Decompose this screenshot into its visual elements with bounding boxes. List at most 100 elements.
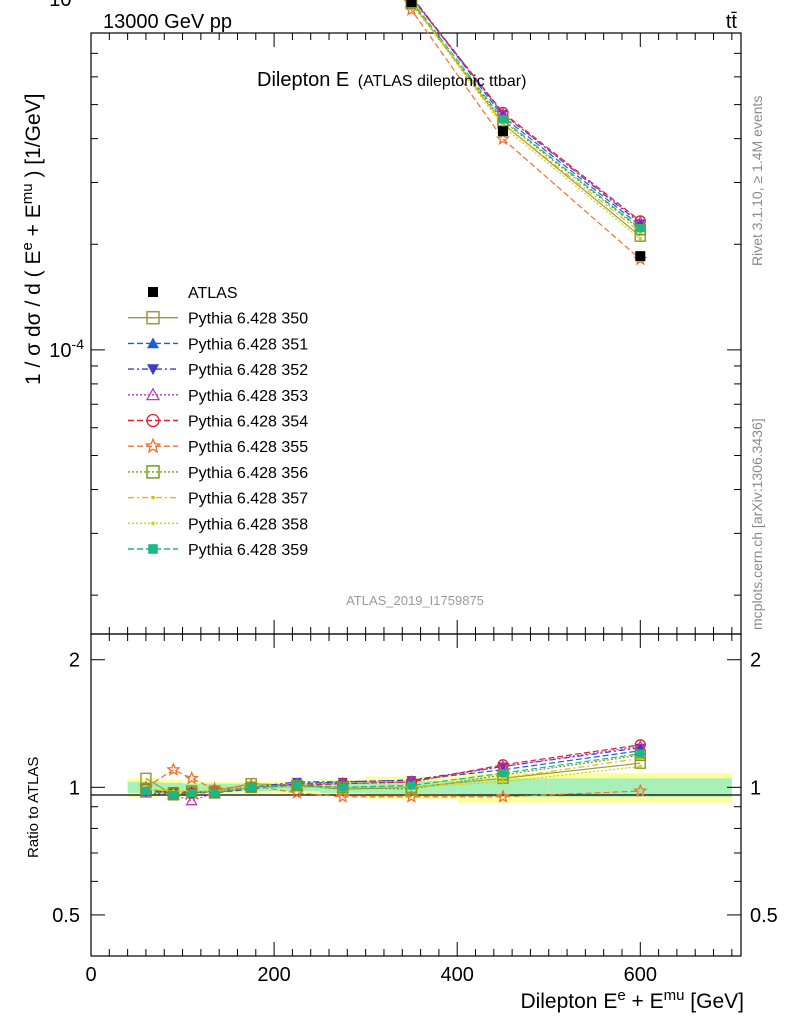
data-point (636, 224, 645, 233)
stat-uncertainty-band (457, 778, 549, 797)
data-point (498, 115, 507, 124)
legend-label: Pythia 6.428 353 (188, 388, 308, 405)
stat-uncertainty-band (548, 778, 732, 797)
series-line (413, 0, 641, 227)
ratio-plot-area (138, 739, 648, 806)
data-point (146, 465, 160, 479)
ratio-tick-label-right: 2 (750, 650, 761, 672)
x-tick-label: 400 (441, 964, 474, 986)
data-point (495, 789, 511, 803)
legend-label: ATLAS (188, 285, 238, 302)
data-point (147, 337, 159, 349)
data-point (406, 776, 417, 786)
ratio-tick-label-right: 1 (750, 777, 761, 799)
legend-entry: Pythia 6.428 356 (128, 465, 308, 482)
data-point (144, 437, 162, 454)
data-point (146, 310, 160, 325)
data-point (184, 770, 199, 785)
data-point (151, 495, 155, 500)
data-point (145, 387, 161, 401)
main-plot-area (403, 0, 648, 266)
chart-title: Dilepton E (257, 69, 349, 91)
data-point (495, 131, 511, 146)
ratio-series-line (145, 745, 641, 802)
legend-entry: Pythia 6.428 351 (128, 336, 308, 353)
data-point (501, 776, 505, 781)
legend-entry: Pythia 6.428 355 (128, 437, 308, 456)
series-line (409, 0, 641, 237)
legend-label: Pythia 6.428 359 (188, 542, 308, 559)
data-point (185, 794, 198, 806)
data-point (148, 544, 158, 554)
legend-label: Pythia 6.428 356 (188, 465, 308, 482)
data-point (247, 783, 256, 792)
data-point (407, 781, 416, 790)
legend-entry: ATLAS (148, 285, 238, 302)
legend-label: Pythia 6.428 357 (188, 491, 308, 508)
data-point (335, 789, 350, 803)
ratio-series-line (145, 747, 641, 794)
legend: ATLAS Pythia 6.428 350 Pythia 6.428 351 Pyt… (128, 285, 308, 559)
data-point (210, 788, 219, 797)
atlas-data-point (406, 0, 417, 8)
x-tick-label: 200 (257, 964, 290, 986)
data-point (147, 364, 159, 376)
legend-entry: Pythia 6.428 350 (128, 311, 308, 328)
data-point (166, 762, 181, 776)
legend-entry: Pythia 6.428 354 (128, 414, 308, 431)
data-point (146, 413, 160, 428)
legend-entry: Pythia 6.428 358 (128, 516, 308, 533)
y-axis-label: 1 / σ dσ / d ( Ee + Emu ) [1/GeV] (19, 94, 46, 386)
atlas-data-point (497, 126, 508, 137)
x-axis-label: Dilepton Ee + Emu [GeV] (520, 987, 744, 1014)
series-line (410, 0, 641, 229)
ratio-tick-label-left: 2 (69, 650, 80, 672)
legend-entry: Pythia 6.428 359 (128, 542, 308, 559)
y-tick-label: 10-3 (49, 0, 84, 11)
data-point (338, 783, 347, 792)
y-tick-label: 10-4 (49, 336, 84, 362)
legend-label: Pythia 6.428 358 (188, 516, 308, 533)
data-point (169, 790, 178, 799)
rivet-version-label: Rivet 3.1.10, ≥ 1.4M events (749, 96, 765, 266)
legend-marker (148, 287, 158, 297)
legend-label: Pythia 6.428 350 (188, 311, 308, 328)
header-left: 13000 GeV pp (103, 11, 232, 33)
ratio-y-axis-label: Ratio to ATLAS (25, 757, 42, 858)
series-line (409, 0, 641, 240)
data-point (292, 781, 301, 790)
ratio-series-line (145, 753, 641, 796)
atlas-data-point (635, 251, 646, 262)
legend-entry: Pythia 6.428 353 (128, 387, 308, 405)
ratio-tick-label-left: 0.5 (52, 905, 80, 927)
legend-label: Pythia 6.428 355 (188, 439, 308, 456)
ratio-series-line (145, 769, 641, 798)
mcplots-label: mcplots.cern.ch [arXiv:1306.3436] (749, 418, 765, 630)
data-point (633, 783, 648, 798)
data-point (151, 521, 155, 526)
chart-title-line: Dilepton E (ATLAS dileptonic ttbar) (257, 69, 526, 91)
data-point (638, 764, 643, 769)
axis-ticks (90, 32, 741, 957)
header-right: tt̄ (726, 11, 738, 33)
legend-label: Pythia 6.428 351 (188, 336, 308, 353)
analysis-watermark: ATLAS_2019_I1759875 (346, 593, 484, 608)
data-point (501, 780, 505, 784)
legend-label: Pythia 6.428 354 (188, 414, 308, 431)
data-point (636, 749, 645, 758)
x-tick-label: 600 (624, 964, 657, 986)
ratio-series-line (145, 765, 641, 792)
data-point (187, 788, 196, 797)
data-point (638, 237, 643, 241)
chart-subtitle: (ATLAS dileptonic ttbar) (358, 73, 527, 90)
ratio-tick-label-right: 0.5 (750, 905, 778, 927)
series-line (409, 0, 641, 233)
data-point (141, 787, 150, 796)
ratio-tick-label-left: 1 (69, 777, 80, 799)
legend-entry: Pythia 6.428 357 (128, 491, 308, 508)
series-line (408, 0, 641, 231)
data-point (498, 769, 507, 778)
legend-entry: Pythia 6.428 352 (128, 362, 308, 379)
